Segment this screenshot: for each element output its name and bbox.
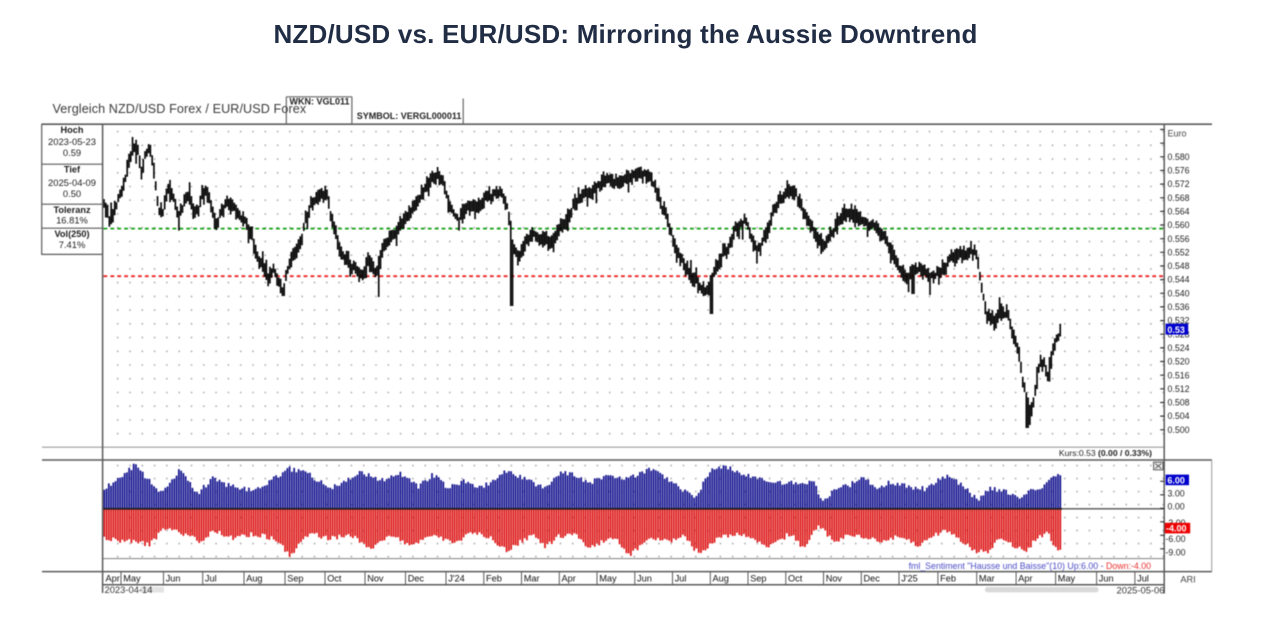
svg-text:0.512: 0.512 xyxy=(1168,384,1190,394)
svg-text:0.516: 0.516 xyxy=(1168,370,1190,380)
svg-text:ARI: ARI xyxy=(1180,574,1195,584)
svg-text:0.540: 0.540 xyxy=(1168,288,1190,298)
svg-text:Mar: Mar xyxy=(979,574,995,584)
svg-text:Euro: Euro xyxy=(1168,128,1187,138)
svg-text:Toleranz: Toleranz xyxy=(53,205,91,215)
svg-text:6.00: 6.00 xyxy=(1167,475,1185,485)
svg-text:fml_Sentiment "Hausse und Bais: fml_Sentiment "Hausse und Baisse"(10) Up… xyxy=(909,561,1152,571)
svg-text:J'24: J'24 xyxy=(448,574,465,584)
svg-text:Mar: Mar xyxy=(524,574,540,584)
svg-text:0.552: 0.552 xyxy=(1168,247,1190,257)
svg-text:WKN: VGL011: WKN: VGL011 xyxy=(290,97,350,107)
svg-text:May: May xyxy=(599,574,617,584)
svg-text:Nov: Nov xyxy=(826,574,843,584)
svg-text:Oct: Oct xyxy=(788,574,803,584)
svg-text:2023-04-14: 2023-04-14 xyxy=(105,584,153,595)
svg-text:0.53: 0.53 xyxy=(1167,325,1185,335)
svg-text:0.548: 0.548 xyxy=(1168,261,1190,271)
svg-text:7.41%: 7.41% xyxy=(59,239,86,250)
svg-text:May: May xyxy=(123,574,141,584)
svg-text:16.81%: 16.81% xyxy=(56,214,88,225)
svg-text:0.576: 0.576 xyxy=(1168,166,1190,176)
svg-text:-6.00: -6.00 xyxy=(1166,534,1186,544)
svg-text:0.508: 0.508 xyxy=(1168,398,1190,408)
svg-text:Apr: Apr xyxy=(106,574,120,584)
svg-text:Feb: Feb xyxy=(940,574,956,584)
svg-text:0.59: 0.59 xyxy=(63,147,81,158)
svg-text:3.00: 3.00 xyxy=(1168,488,1185,498)
svg-text:Jun: Jun xyxy=(166,574,181,584)
svg-text:2023-05-23: 2023-05-23 xyxy=(48,136,96,147)
svg-text:Vergleich NZD/USD Forex / EUR/: Vergleich NZD/USD Forex / EUR/USD Forex xyxy=(53,102,307,116)
svg-text:0.564: 0.564 xyxy=(1168,207,1190,217)
svg-text:Dec: Dec xyxy=(408,574,425,584)
svg-text:0.580: 0.580 xyxy=(1168,152,1190,162)
svg-text:0.572: 0.572 xyxy=(1168,179,1190,189)
svg-text:Dec: Dec xyxy=(864,574,881,584)
svg-text:Jun: Jun xyxy=(637,574,652,584)
svg-text:2025-05-06: 2025-05-06 xyxy=(1117,585,1165,596)
svg-text:J'25: J'25 xyxy=(901,574,918,584)
svg-text:Sep: Sep xyxy=(287,574,303,584)
svg-text:Jul: Jul xyxy=(1137,574,1149,584)
svg-text:Jul: Jul xyxy=(205,574,217,584)
svg-text:0.00: 0.00 xyxy=(1168,502,1185,512)
svg-text:0.560: 0.560 xyxy=(1168,220,1190,230)
svg-text:0.524: 0.524 xyxy=(1168,343,1190,353)
svg-text:0.500: 0.500 xyxy=(1168,425,1190,435)
svg-text:Apr: Apr xyxy=(1018,574,1032,584)
svg-text:0.568: 0.568 xyxy=(1168,193,1190,203)
svg-text:2025-04-09: 2025-04-09 xyxy=(48,177,96,188)
svg-text:Jun: Jun xyxy=(1099,574,1114,584)
svg-text:Nov: Nov xyxy=(367,574,384,584)
svg-text:-4.00: -4.00 xyxy=(1166,524,1187,534)
svg-text:Feb: Feb xyxy=(486,574,502,584)
svg-text:Oct: Oct xyxy=(327,574,342,584)
svg-text:0.504: 0.504 xyxy=(1168,411,1190,421)
svg-text:Apr: Apr xyxy=(562,574,576,584)
svg-text:0.520: 0.520 xyxy=(1168,357,1190,367)
svg-text:0.532: 0.532 xyxy=(1168,316,1190,326)
svg-text:Jul: Jul xyxy=(675,574,687,584)
svg-text:0.50: 0.50 xyxy=(63,188,81,199)
svg-text:0.544: 0.544 xyxy=(1168,275,1190,285)
svg-text:0.556: 0.556 xyxy=(1168,234,1190,244)
svg-text:Aug: Aug xyxy=(246,574,262,584)
svg-text:Hoch: Hoch xyxy=(61,125,84,135)
svg-text:SYMBOL: VERGL000011: SYMBOL: VERGL000011 xyxy=(357,111,462,121)
svg-text:May: May xyxy=(1058,574,1076,584)
svg-text:Sep: Sep xyxy=(750,574,766,584)
svg-text:Kurs:0.53 (0.00 / 0.33%): Kurs:0.53 (0.00 / 0.33%) xyxy=(1059,448,1152,458)
svg-text:0.536: 0.536 xyxy=(1168,302,1190,312)
svg-text:-9.00: -9.00 xyxy=(1166,547,1186,557)
svg-text:Tief: Tief xyxy=(64,165,81,175)
svg-text:Vol(250): Vol(250) xyxy=(54,229,89,239)
svg-text:Aug: Aug xyxy=(713,574,729,584)
